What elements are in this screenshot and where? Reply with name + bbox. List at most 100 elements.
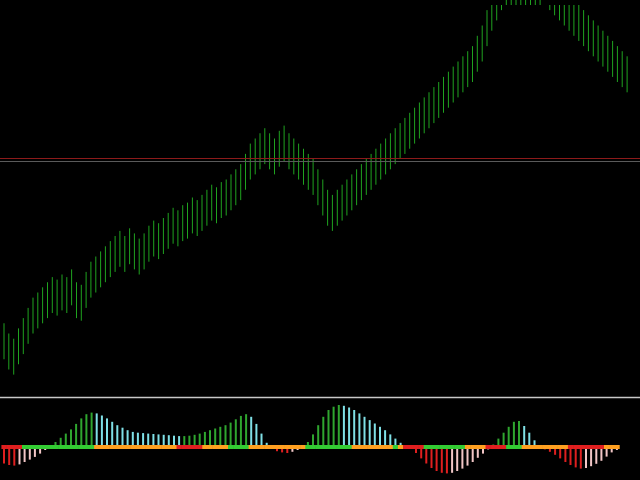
zero-line-segment bbox=[192, 445, 198, 449]
zero-line-segment bbox=[47, 445, 54, 449]
oscillator-zero-line bbox=[1, 445, 620, 449]
oscillator-bar bbox=[430, 447, 433, 468]
oscillator-bar bbox=[585, 447, 587, 468]
zero-line-segment bbox=[516, 445, 522, 449]
zero-line-segment bbox=[207, 445, 213, 449]
zero-line-segment bbox=[423, 445, 430, 449]
zero-line-segment bbox=[449, 445, 455, 449]
oscillator-bar bbox=[358, 413, 361, 447]
zero-line-segment bbox=[130, 445, 136, 449]
oscillator-bar bbox=[337, 405, 340, 447]
oscillator-bar bbox=[476, 447, 479, 458]
zero-line-segment bbox=[83, 445, 90, 449]
zero-line-segment bbox=[331, 445, 337, 449]
zero-line-segment bbox=[609, 445, 615, 449]
zero-line-segment bbox=[155, 445, 162, 449]
zero-line-segment bbox=[135, 445, 141, 449]
zero-line-segment bbox=[382, 445, 388, 449]
zero-line-segment bbox=[490, 445, 497, 449]
oscillator-bar bbox=[368, 420, 371, 447]
zero-line-segment bbox=[264, 445, 270, 449]
zero-line-segment bbox=[119, 445, 126, 449]
oscillator-bar bbox=[85, 414, 88, 447]
oscillator-bar bbox=[188, 435, 191, 447]
oscillator-bar bbox=[198, 433, 201, 447]
oscillator-bar bbox=[183, 436, 186, 447]
zero-line-segment bbox=[377, 445, 383, 449]
zero-line-segment bbox=[52, 445, 59, 449]
oscillator-bar bbox=[327, 410, 330, 447]
zero-line-segment bbox=[279, 445, 285, 449]
zero-line-segment bbox=[289, 445, 296, 449]
zero-line-segment bbox=[397, 445, 404, 449]
oscillator-bar bbox=[142, 433, 145, 447]
oscillator-bar bbox=[255, 423, 258, 447]
oscillator-bar bbox=[224, 425, 227, 447]
zero-line-segment bbox=[315, 445, 321, 449]
oscillator-histogram bbox=[3, 405, 618, 474]
zero-line-segment bbox=[511, 445, 517, 449]
zero-line-segment bbox=[408, 445, 414, 449]
oscillator-bar bbox=[600, 447, 603, 461]
zero-line-segment bbox=[418, 445, 424, 449]
zero-line-segment bbox=[310, 445, 316, 449]
zero-line-segment bbox=[1, 445, 7, 449]
oscillator-bar bbox=[23, 447, 26, 462]
zero-line-segment bbox=[459, 445, 466, 449]
oscillator-bar bbox=[3, 447, 5, 464]
oscillator-bar bbox=[95, 413, 98, 447]
oscillator-bar bbox=[152, 434, 155, 447]
zero-line-segment bbox=[37, 445, 43, 449]
oscillator-bar bbox=[507, 426, 510, 447]
oscillator-bar bbox=[389, 434, 392, 447]
zero-line-segment bbox=[16, 445, 23, 449]
oscillator-bar bbox=[54, 442, 57, 447]
zero-line-segment bbox=[583, 445, 589, 449]
zero-line-segment bbox=[27, 445, 33, 449]
oscillator-bar bbox=[595, 447, 598, 464]
zero-line-segment bbox=[320, 445, 327, 449]
oscillator-bar bbox=[245, 414, 248, 447]
oscillator-bar bbox=[322, 416, 325, 447]
zero-line-segment bbox=[604, 445, 610, 449]
oscillator-bar bbox=[461, 447, 464, 469]
zero-line-segment bbox=[99, 445, 105, 449]
oscillator-bar bbox=[234, 419, 237, 447]
zero-line-segment bbox=[341, 445, 347, 449]
zero-line-segment bbox=[181, 445, 188, 449]
zero-line-segment bbox=[542, 445, 548, 449]
zero-line-segment bbox=[161, 445, 167, 449]
zero-line-segment bbox=[372, 445, 378, 449]
oscillator-bar bbox=[260, 433, 263, 447]
zero-line-segment bbox=[444, 445, 450, 449]
oscillator-bar bbox=[157, 434, 160, 447]
zero-line-segment bbox=[78, 445, 85, 449]
oscillator-bar bbox=[348, 407, 351, 447]
oscillator-bar bbox=[80, 418, 83, 447]
oscillator-bar bbox=[559, 447, 562, 459]
oscillator-bar bbox=[70, 429, 72, 447]
zero-line-segment bbox=[212, 445, 218, 449]
zero-line-segment bbox=[243, 445, 249, 449]
zero-line-segment bbox=[464, 445, 471, 449]
zero-line-segment bbox=[454, 445, 460, 449]
oscillator-bar bbox=[13, 447, 16, 466]
zero-line-segment bbox=[439, 445, 445, 449]
zero-line-segment bbox=[294, 445, 301, 449]
zero-line-segment bbox=[150, 445, 157, 449]
zero-line-segment bbox=[588, 445, 594, 449]
zero-line-segment bbox=[11, 445, 18, 449]
zero-line-segment bbox=[526, 445, 533, 449]
oscillator-bar bbox=[445, 447, 448, 474]
zero-line-segment bbox=[114, 445, 121, 449]
zero-line-segment bbox=[166, 445, 172, 449]
oscillator-bar bbox=[106, 418, 108, 447]
zero-line-segment bbox=[274, 445, 280, 449]
oscillator-bar bbox=[466, 447, 469, 466]
zero-line-segment bbox=[6, 445, 12, 449]
zero-line-segment bbox=[485, 445, 491, 449]
zero-line-segment bbox=[361, 445, 368, 449]
